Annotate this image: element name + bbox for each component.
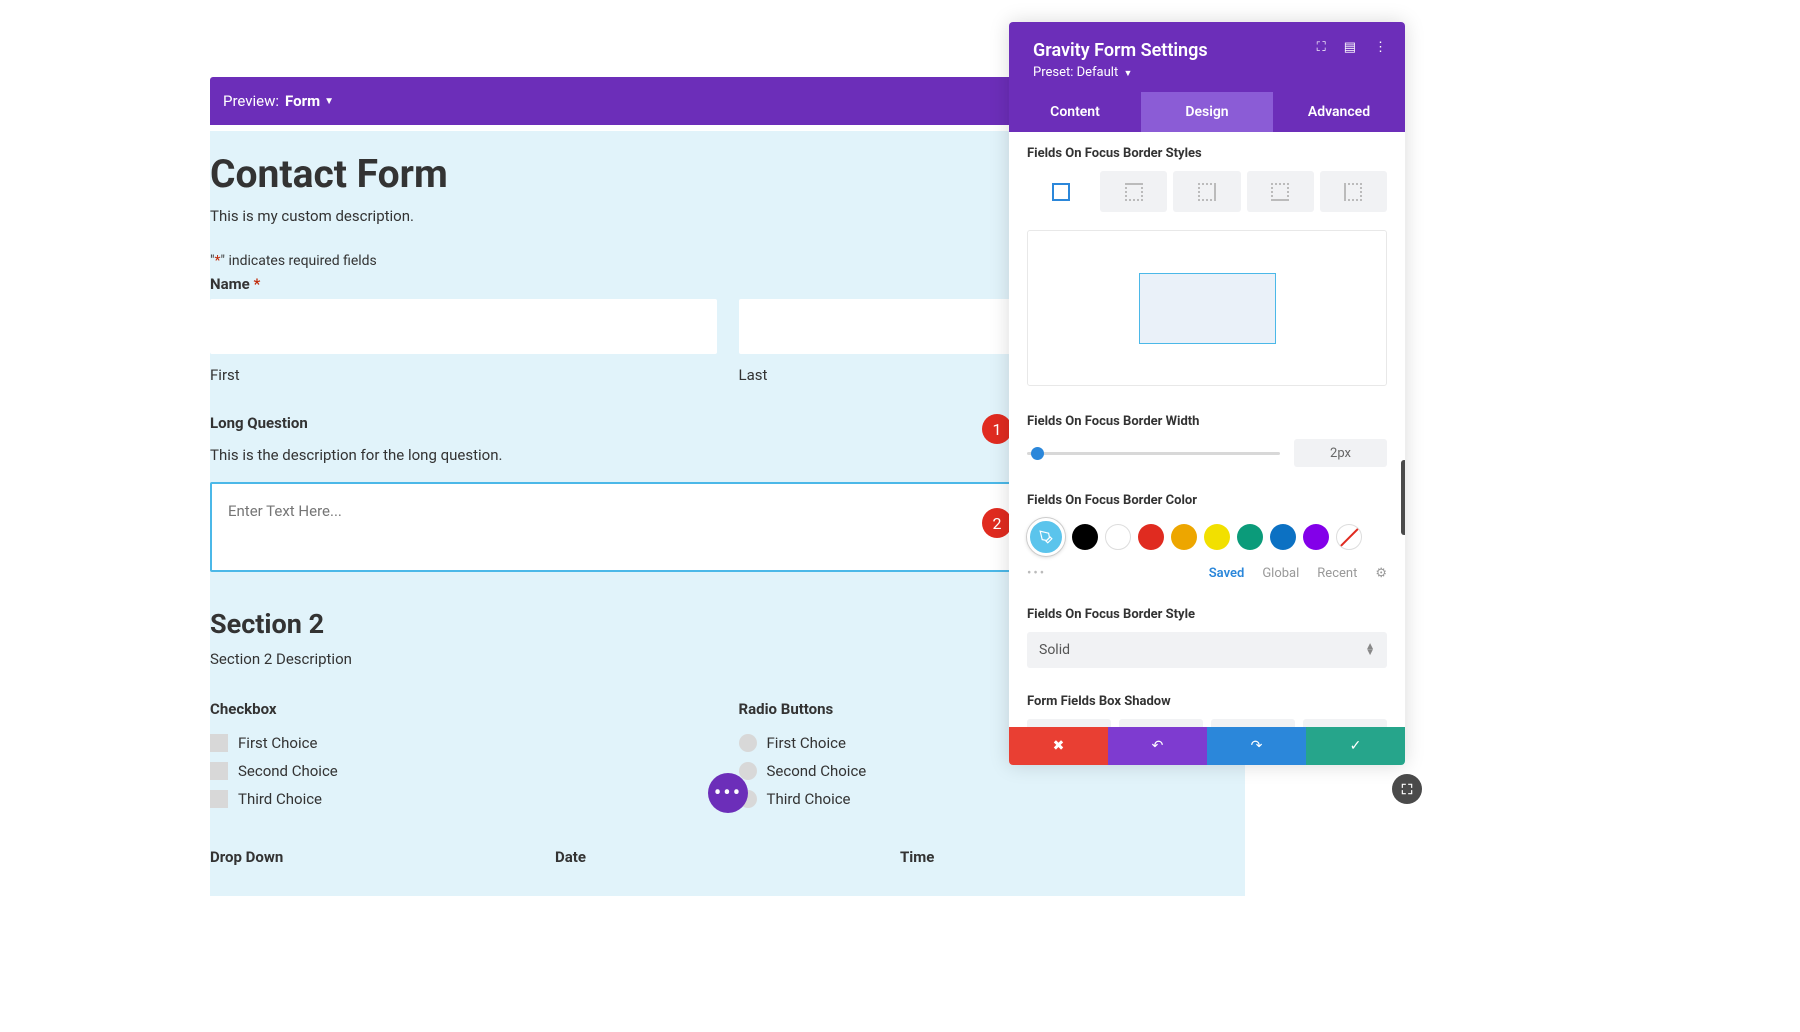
color-swatch[interactable] — [1072, 524, 1098, 550]
border-style-top[interactable] — [1100, 171, 1167, 212]
kebab-icon[interactable]: ⋮ — [1374, 40, 1387, 55]
color-gear-icon[interactable]: ⚙ — [1375, 566, 1387, 581]
color-swatch[interactable] — [1171, 524, 1197, 550]
color-swatch[interactable] — [1105, 524, 1131, 550]
annotation-badge-2: 2 — [982, 508, 1012, 538]
border-width-value[interactable]: 2px — [1294, 439, 1387, 467]
shadow-none[interactable] — [1027, 719, 1111, 727]
checkbox-item[interactable]: Second Choice — [210, 762, 717, 780]
checkbox-item[interactable]: Third Choice — [210, 790, 717, 808]
shadow-option[interactable] — [1211, 719, 1295, 727]
box-shadow-label: Form Fields Box Shadow — [1027, 694, 1387, 709]
color-tab-saved[interactable]: Saved — [1209, 566, 1245, 581]
dropdown-label: Drop Down — [210, 848, 555, 866]
color-swatch-selected[interactable] — [1027, 518, 1065, 556]
expand-button[interactable] — [1392, 774, 1422, 804]
checkbox-title: Checkbox — [210, 700, 717, 718]
columns-icon[interactable]: ▤ — [1344, 40, 1356, 55]
panel-body: Fields On Focus Border Styles Fields On … — [1009, 132, 1405, 727]
first-name-input[interactable] — [210, 299, 717, 354]
border-style-select[interactable]: Solid ▲▼ — [1027, 632, 1387, 668]
settings-panel: Gravity Form Settings Preset: Default ▼ … — [1009, 22, 1405, 765]
border-style-left[interactable] — [1320, 171, 1387, 212]
color-tab-recent[interactable]: Recent — [1317, 566, 1357, 581]
color-more-icon[interactable]: ••• — [1027, 566, 1046, 581]
redo-button[interactable]: ↷ — [1207, 727, 1306, 765]
tabs: Content Design Advanced — [1009, 92, 1405, 132]
color-swatch[interactable] — [1303, 524, 1329, 550]
border-width-label: Fields On Focus Border Width — [1027, 414, 1387, 429]
panel-preset[interactable]: Preset: Default ▼ — [1033, 65, 1381, 80]
border-color-label: Fields On Focus Border Color — [1027, 493, 1387, 508]
tab-content[interactable]: Content — [1009, 92, 1141, 132]
close-button[interactable]: ✖ — [1009, 727, 1108, 765]
tab-design[interactable]: Design — [1141, 92, 1273, 132]
action-bar: ✖ ↶ ↷ ✓ — [1009, 727, 1405, 765]
color-swatch[interactable] — [1204, 524, 1230, 550]
color-swatch[interactable] — [1237, 524, 1263, 550]
shadow-option[interactable] — [1119, 719, 1203, 727]
border-preview-box — [1139, 273, 1276, 344]
time-label: Time — [900, 848, 1245, 866]
border-style-bottom[interactable] — [1247, 171, 1314, 212]
preview-label: Preview: — [223, 92, 279, 110]
color-tab-global[interactable]: Global — [1262, 566, 1299, 581]
save-button[interactable]: ✓ — [1306, 727, 1405, 765]
border-preview — [1027, 230, 1387, 386]
tab-advanced[interactable]: Advanced — [1273, 92, 1405, 132]
scrollbar[interactable] — [1401, 460, 1405, 535]
border-width-slider[interactable] — [1027, 452, 1280, 455]
radio-item[interactable]: Third Choice — [739, 790, 1246, 808]
first-sublabel: First — [210, 366, 717, 384]
border-style-all[interactable] — [1027, 171, 1094, 212]
shadow-option[interactable] — [1303, 719, 1387, 727]
preview-value: Form — [285, 92, 320, 110]
border-style-right[interactable] — [1173, 171, 1240, 212]
color-swatch[interactable] — [1138, 524, 1164, 550]
annotation-badge-1: 1 — [982, 414, 1012, 444]
color-swatches — [1027, 518, 1387, 556]
focus-icon[interactable]: ⛶ — [1317, 40, 1326, 55]
border-style-label: Fields On Focus Border Style — [1027, 607, 1387, 622]
date-label: Date — [555, 848, 900, 866]
undo-button[interactable]: ↶ — [1108, 727, 1207, 765]
border-styles-label: Fields On Focus Border Styles — [1027, 146, 1387, 161]
chevron-down-icon: ▼ — [324, 96, 334, 107]
checkbox-item[interactable]: First Choice — [210, 734, 717, 752]
color-swatch-none[interactable] — [1336, 524, 1362, 550]
panel-header: Gravity Form Settings Preset: Default ▼ … — [1009, 22, 1405, 92]
more-options-button[interactable]: ••• — [708, 773, 748, 813]
color-swatch[interactable] — [1270, 524, 1296, 550]
